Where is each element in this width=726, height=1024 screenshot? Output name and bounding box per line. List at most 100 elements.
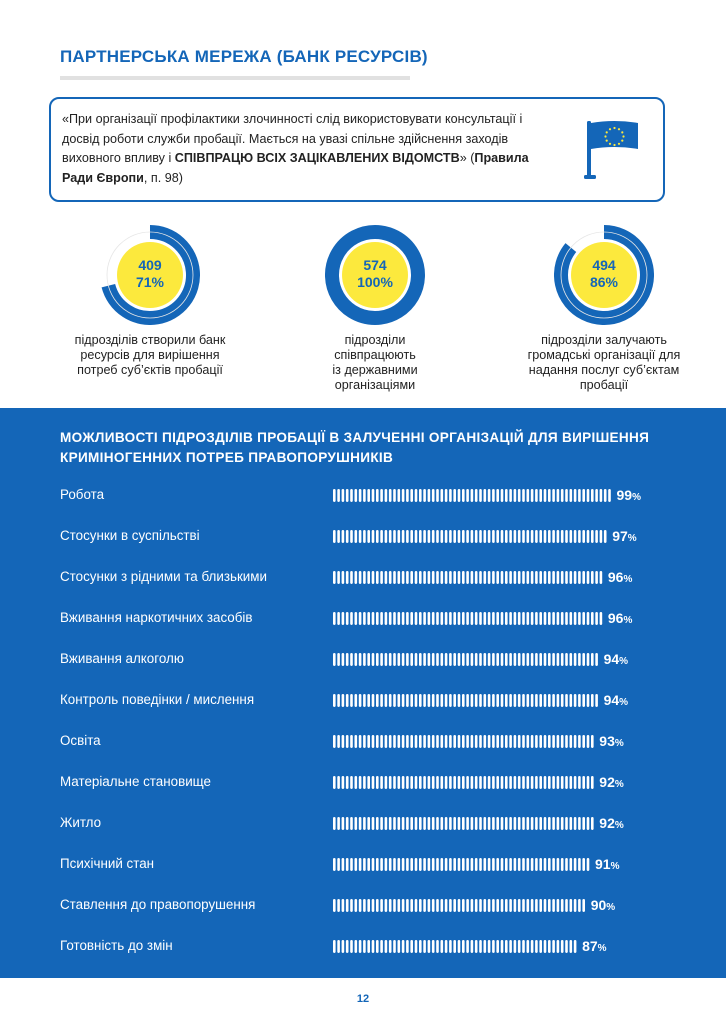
bar-tick (543, 735, 547, 748)
donut-arc (325, 225, 425, 325)
bar-tick (539, 653, 542, 666)
bar-tick (466, 940, 469, 953)
bar-tick (406, 817, 409, 830)
bar-tick (419, 612, 422, 625)
bar-tick (376, 940, 379, 953)
bar-tick (479, 735, 482, 748)
bar-tick (350, 817, 353, 830)
bar-tick (505, 694, 508, 707)
bar (333, 735, 594, 748)
bar-tick (393, 653, 396, 666)
bar-tick (401, 817, 405, 830)
bar-tick (539, 817, 542, 830)
data-label: 93% (599, 733, 624, 749)
bar-tick (380, 899, 383, 912)
bar-tick (539, 858, 542, 871)
bar-tick (573, 940, 577, 953)
bar-tick (397, 735, 401, 748)
stat-count: 494 (592, 257, 616, 273)
bar-tick (388, 940, 392, 953)
bar-tick (367, 817, 370, 830)
bar-tick (552, 899, 555, 912)
bar-tick (513, 489, 517, 502)
bar-tick (440, 530, 444, 543)
bar-tick (522, 735, 525, 748)
bar-tick (513, 571, 517, 584)
bar-tick (492, 489, 495, 502)
bar-tick (449, 571, 452, 584)
bar-tick (380, 530, 383, 543)
bar-tick (350, 489, 353, 502)
bar-tick (509, 817, 512, 830)
bar-tick (565, 612, 568, 625)
bar-tick (333, 489, 336, 502)
bar-tick (505, 530, 508, 543)
bar-tick (431, 735, 435, 748)
bar-tick (578, 653, 581, 666)
bar-tick (591, 694, 594, 707)
bar-tick (466, 858, 469, 871)
bar-tick (500, 489, 504, 502)
bar-tick (337, 530, 340, 543)
bar-tick (449, 612, 452, 625)
bar-tick (483, 653, 487, 666)
bar-tick (548, 530, 551, 543)
bar-tick (496, 899, 499, 912)
bar-tick (492, 612, 495, 625)
bar-tick (414, 858, 418, 871)
bar-tick (431, 612, 435, 625)
data-label: 99% (616, 487, 641, 503)
bar-tick (500, 612, 504, 625)
bar-tick (431, 817, 435, 830)
bar-tick (354, 653, 358, 666)
bar-tick (444, 735, 448, 748)
bar-tick (358, 653, 362, 666)
bar-tick (406, 571, 409, 584)
bar-tick (474, 489, 478, 502)
bar-tick (487, 776, 491, 789)
bar-tick (569, 817, 573, 830)
bar-tick (419, 817, 422, 830)
bar-tick (419, 899, 422, 912)
bar-tick (410, 489, 413, 502)
bar-tick (388, 735, 392, 748)
bar-tick (345, 940, 349, 953)
bar-tick (406, 612, 409, 625)
data-label: 87% (582, 938, 607, 954)
bar-tick (414, 530, 418, 543)
bar-tick (453, 735, 456, 748)
chart-row: Вживання алкоголю 94% (0, 648, 726, 670)
bar-tick (337, 694, 340, 707)
bar-tick (345, 899, 349, 912)
bar-tick (393, 612, 396, 625)
bar-tick (487, 653, 491, 666)
bar-tick (462, 858, 465, 871)
bar-tick (582, 530, 585, 543)
bar-tick (453, 571, 456, 584)
bar-tick (358, 530, 362, 543)
bar-tick (539, 571, 542, 584)
bar-tick (492, 694, 495, 707)
bar-tick (453, 899, 456, 912)
stat-state-cooperation: 574 100% підрозділи співпрацюють із держ… (275, 225, 475, 393)
bar-tick (406, 899, 409, 912)
bar-tick (496, 571, 499, 584)
bar-tick (406, 735, 409, 748)
bar-tick (427, 899, 431, 912)
bar-tick (380, 940, 383, 953)
bar-tick (436, 653, 439, 666)
bar-tick (350, 940, 353, 953)
bar-tick (526, 489, 530, 502)
bar-tick (414, 571, 418, 584)
bar-tick (539, 612, 542, 625)
bar-tick (565, 571, 568, 584)
bar-tick (591, 489, 594, 502)
bar-tick (513, 735, 517, 748)
bar-tick (449, 858, 452, 871)
bar-tick (397, 776, 401, 789)
bar-tick (367, 653, 370, 666)
bar-tick (565, 735, 568, 748)
bar-tick (419, 653, 422, 666)
bar-tick (410, 694, 413, 707)
bar-tick (591, 735, 594, 748)
